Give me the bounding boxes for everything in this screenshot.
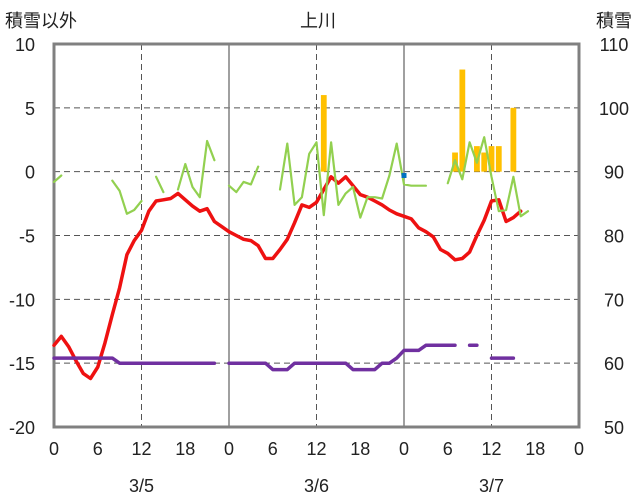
left-axis-title: 積雪以外	[5, 11, 77, 31]
date-label: 3/6	[304, 476, 329, 496]
snow-depth-bar-61	[495, 146, 502, 172]
x-tick-label: 6	[443, 439, 453, 459]
x-tick-label: 6	[93, 439, 103, 459]
right-tick-label: 50	[604, 418, 624, 438]
x-tick-label: 18	[350, 439, 370, 459]
snow-depth-bar-56	[459, 69, 466, 172]
left-tick-label: 10	[15, 35, 35, 55]
right-tick-label: 110	[600, 35, 629, 55]
right-tick-label: 90	[604, 163, 624, 183]
series-line-風速	[52, 136, 530, 219]
right-axis-title: 積雪	[596, 11, 632, 31]
right-tick-label: 80	[604, 227, 624, 247]
left-tick-label: -15	[9, 354, 35, 374]
snow-depth-bar-37	[320, 95, 327, 172]
snow-depth-bar-63	[510, 107, 517, 172]
left-tick-label: -20	[9, 418, 35, 438]
left-tick-label: 5	[25, 99, 35, 119]
series-line-気温	[52, 175, 523, 381]
left-tick-label: -5	[19, 227, 35, 247]
left-tick-label: -10	[9, 290, 35, 310]
x-tick-label: 6	[268, 439, 278, 459]
series-point-降水量-48	[401, 172, 407, 178]
right-tick-label: 60	[604, 354, 624, 374]
snow-depth-bar-59	[481, 152, 488, 172]
series-layer	[52, 136, 530, 381]
x-tick-label: 12	[306, 439, 326, 459]
right-tick-label: 70	[604, 290, 624, 310]
snow-depth-bar-60	[488, 146, 495, 172]
x-tick-label: 0	[399, 439, 409, 459]
right-tick-label: 100	[599, 99, 629, 119]
date-label: 3/5	[129, 476, 154, 496]
x-tick-label: 12	[481, 439, 501, 459]
x-tick-label: 18	[525, 439, 545, 459]
grid-layer	[54, 44, 579, 427]
x-tick-label: 18	[175, 439, 195, 459]
plot-frame	[52, 42, 581, 429]
date-label: 3/7	[479, 476, 504, 496]
series-line-日照	[52, 343, 516, 372]
chart-title: 上川	[300, 11, 336, 31]
x-tick-label: 0	[49, 439, 59, 459]
x-tick-label: 0	[574, 439, 584, 459]
x-tick-label: 0	[224, 439, 234, 459]
x-tick-label: 12	[131, 439, 151, 459]
left-tick-label: 0	[25, 163, 35, 183]
